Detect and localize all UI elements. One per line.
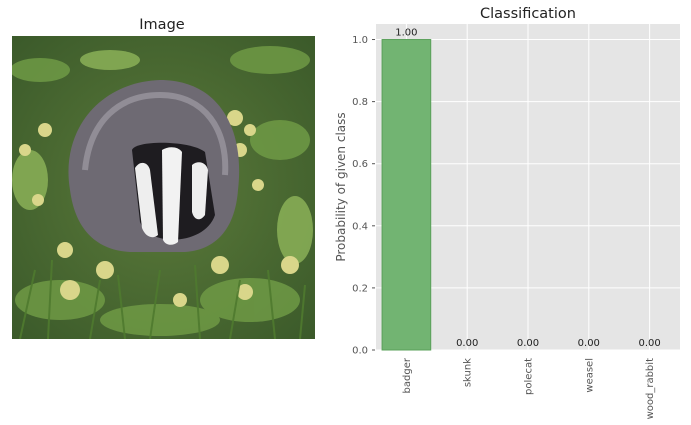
image-title: Image (139, 17, 184, 33)
bar-value-label: 0.00 (578, 338, 600, 349)
bar-badger (382, 40, 431, 350)
y-tick-label: 0.2 (352, 283, 368, 294)
badger-photo (10, 36, 315, 339)
y-tick-label: 0.4 (352, 221, 368, 232)
x-tick-label: skunk (463, 358, 474, 387)
y-axis-label: Probability of given class (334, 112, 348, 261)
x-tick-label: polecat (524, 358, 535, 395)
y-tick-label: 0.8 (352, 97, 368, 108)
bar-value-label: 0.00 (517, 338, 539, 349)
x-tick-label: wood_rabbit (645, 358, 656, 419)
bars (382, 40, 431, 350)
y-tick-label: 1.0 (352, 35, 368, 46)
chart-title: Classification (480, 6, 576, 22)
y-tick-label: 0.0 (352, 346, 368, 357)
y-axis-ticks: 0.0 0.2 0.4 0.6 0.8 1.0 (352, 35, 375, 356)
bar-value-label: 0.00 (638, 338, 660, 349)
bar-value-label: 0.00 (456, 338, 478, 349)
bar-value-label: 1.00 (395, 28, 417, 39)
x-tick-label: badger (402, 357, 413, 393)
x-axis-ticks: badger skunk polecat weasel wood_rabbit (402, 357, 656, 419)
y-tick-label: 0.6 (352, 159, 368, 170)
x-tick-label: weasel (584, 358, 595, 393)
